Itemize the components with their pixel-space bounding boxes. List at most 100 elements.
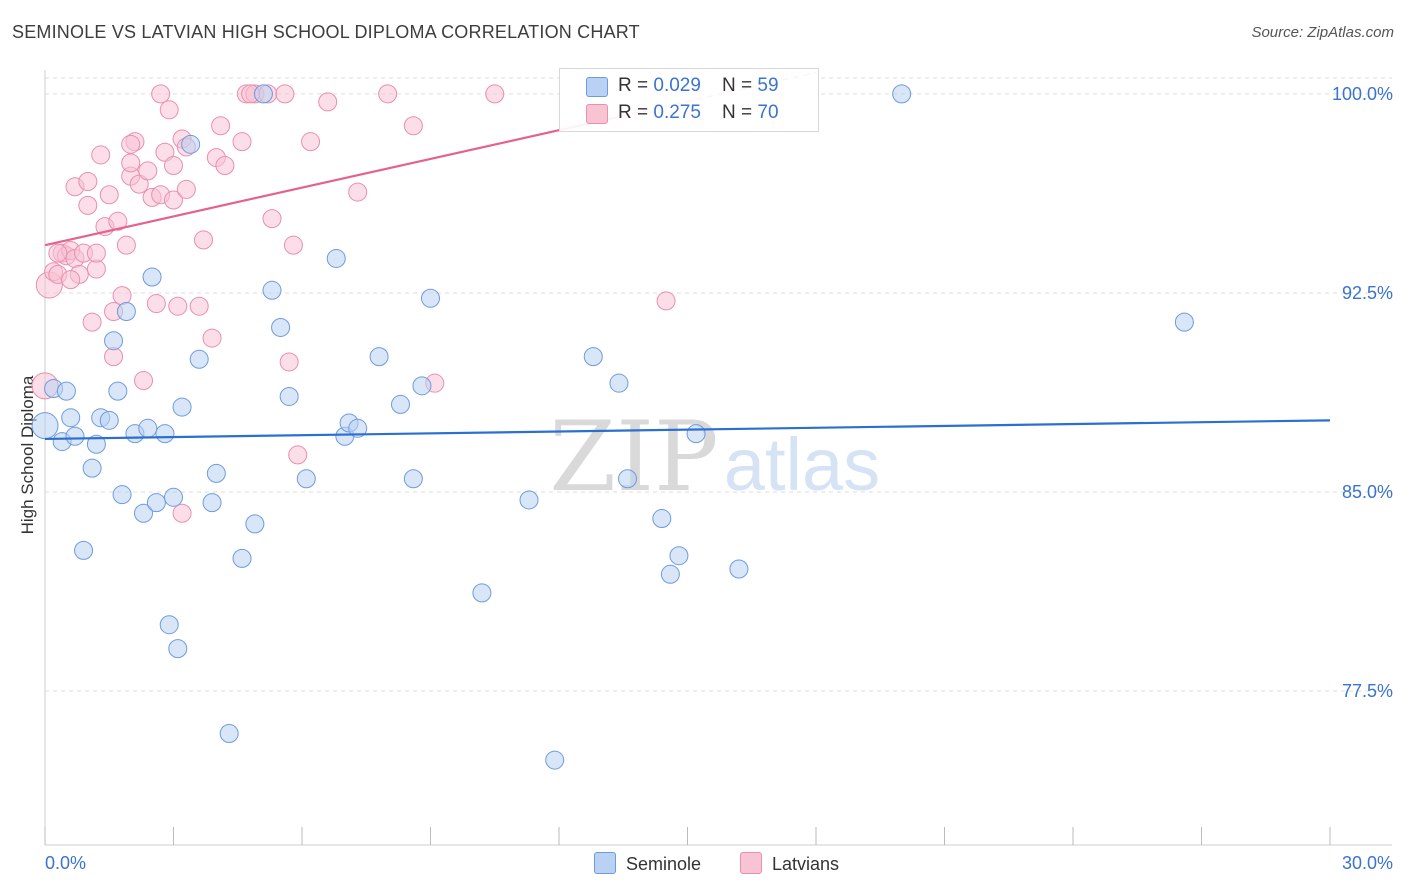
seminole-point-25 xyxy=(181,134,201,154)
latvian-point-53 xyxy=(279,352,299,372)
correlation-legend: R = 0.029 N = 59 R = 0.275 N = 70 xyxy=(559,68,819,132)
seminole-point-19 xyxy=(146,493,166,513)
seminole-point-12 xyxy=(112,485,132,505)
latvian-point-51 xyxy=(262,209,282,229)
seminole-point-45 xyxy=(421,288,440,308)
latvian-point-52 xyxy=(275,84,295,104)
latvian-point-43 xyxy=(202,328,222,348)
latvian-point-58 xyxy=(348,182,368,202)
seminole-point-34 xyxy=(271,317,291,337)
seminole-point-57 xyxy=(892,84,912,104)
seminole-point-8 xyxy=(86,434,106,454)
seminole-point-56 xyxy=(729,559,749,579)
seminole-swatch xyxy=(586,77,608,97)
latvian-point-64 xyxy=(172,503,192,523)
latvian-point-33 xyxy=(155,142,175,162)
latvian-stats: R = 0.275 N = 70 xyxy=(618,102,779,124)
latvian-point-36 xyxy=(164,190,183,210)
latvian-r-label: R = xyxy=(618,102,654,123)
latvian-point-62 xyxy=(485,84,505,104)
latvian-point-35 xyxy=(164,156,183,176)
latvian-point-54 xyxy=(283,235,303,255)
seminole-point-48 xyxy=(545,750,565,770)
watermark: ZIP atlas xyxy=(549,401,880,513)
seminole-point-21 xyxy=(159,615,179,635)
latvian-point-11 xyxy=(78,171,98,191)
latvian-point-46 xyxy=(215,156,235,176)
seminole-point-23 xyxy=(168,639,188,659)
seminole-point-46 xyxy=(472,583,492,603)
latvian-point-19 xyxy=(104,347,124,367)
latvian-point-67 xyxy=(121,134,141,154)
seminole-point-10 xyxy=(99,410,119,430)
seminole-point-47 xyxy=(519,490,539,510)
latvian-point-60 xyxy=(403,116,423,136)
watermark-atlas: atlas xyxy=(724,423,880,506)
seminole-point-43 xyxy=(403,469,423,489)
y-tick-label-3: 100.0% xyxy=(1332,84,1393,104)
seminole-point-37 xyxy=(326,248,346,268)
seminole-point-36 xyxy=(296,469,316,489)
latvian-n-label: N = xyxy=(722,102,758,123)
seminole-point-50 xyxy=(609,373,629,393)
seminole-r-label: R = xyxy=(618,75,654,96)
seminole-n-label: N = xyxy=(722,75,758,96)
seminole-point-33 xyxy=(262,280,282,300)
bottom-legend-seminole: Seminole xyxy=(594,852,701,875)
seminole-point-27 xyxy=(202,493,222,513)
seminole-point-6 xyxy=(74,540,94,560)
seminole-point-53 xyxy=(660,564,680,584)
seminole-point-32 xyxy=(253,84,273,104)
latvian-point-66 xyxy=(61,270,81,290)
seminole-trend-line xyxy=(44,419,1331,441)
latvian-point-30 xyxy=(146,294,166,314)
seminole-point-4 xyxy=(61,408,81,428)
latvian-point-27 xyxy=(134,371,154,391)
seminole-point-52 xyxy=(652,509,672,529)
seminole-point-24 xyxy=(172,397,192,417)
latvian-legend-label: Latvians xyxy=(772,854,840,874)
latvian-point-14 xyxy=(86,259,106,279)
chart-title: SEMINOLE VS LATVIAN HIGH SCHOOL DIPLOMA … xyxy=(12,22,640,42)
latvian-point-26 xyxy=(129,174,149,194)
latvian-point-20 xyxy=(108,211,128,231)
seminole-point-18 xyxy=(142,267,162,287)
x-tick-label-max: 30.0% xyxy=(1342,853,1393,873)
latvian-point-17 xyxy=(99,185,119,205)
latvian-legend-swatch xyxy=(740,852,762,874)
latvian-point-41 xyxy=(189,296,209,316)
seminole-point-31 xyxy=(245,514,265,534)
seminole-point-51 xyxy=(618,469,638,489)
latvian-point-55 xyxy=(288,445,308,465)
seminole-point-40 xyxy=(348,418,368,438)
seminole-points xyxy=(31,84,1194,770)
latvian-point-63 xyxy=(656,291,676,311)
seminole-point-20 xyxy=(155,424,175,444)
seminole-point-7 xyxy=(82,458,102,478)
latvian-n-value: 70 xyxy=(757,102,779,123)
latvian-swatch xyxy=(586,104,608,124)
latvian-point-69 xyxy=(48,243,68,263)
watermark-zip: ZIP xyxy=(549,401,718,513)
latvian-trend-line xyxy=(44,117,611,247)
latvian-point-22 xyxy=(116,235,136,255)
latvian-point-65 xyxy=(86,243,106,263)
seminole-point-44 xyxy=(412,376,432,396)
seminole-point-28 xyxy=(206,463,226,483)
seminole-legend-label: Seminole xyxy=(626,854,702,874)
seminole-point-29 xyxy=(219,724,239,744)
seminole-point-3 xyxy=(56,381,76,401)
seminole-point-55 xyxy=(686,424,706,444)
seminole-point-58 xyxy=(1174,312,1194,332)
latvian-point-42 xyxy=(193,230,213,250)
seminole-point-16 xyxy=(134,503,154,523)
seminole-r-value: 0.029 xyxy=(653,75,701,96)
seminole-point-13 xyxy=(104,331,124,351)
seminole-point-17 xyxy=(138,418,158,438)
latvian-point-57 xyxy=(318,92,338,112)
latvian-point-45 xyxy=(211,116,231,136)
x-tick-label-min: 0.0% xyxy=(45,853,86,873)
seminole-point-26 xyxy=(189,349,209,369)
seminole-stats: R = 0.029 N = 59 xyxy=(618,75,779,97)
